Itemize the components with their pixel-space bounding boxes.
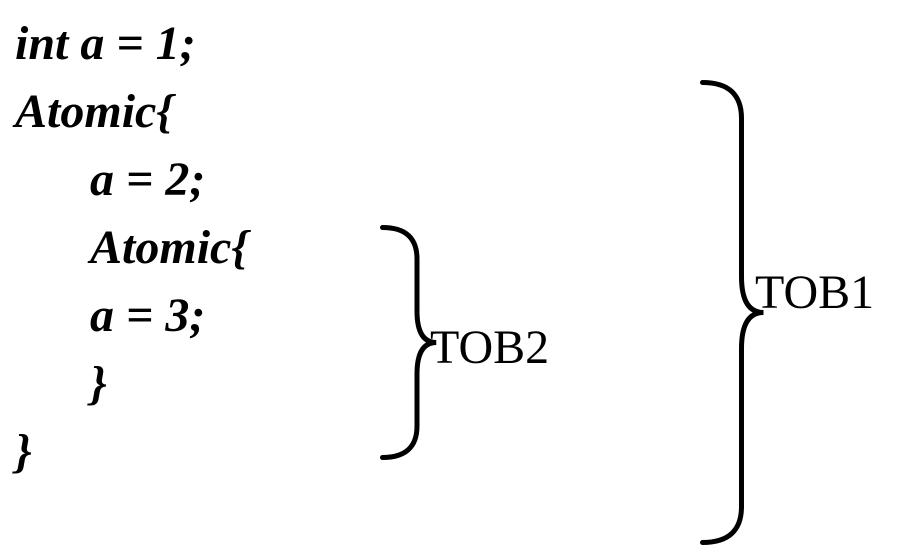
label-tob1: TOB1 xyxy=(755,265,874,320)
code-block: int a = 1; Atomic{ a = 2; Atomic{ a = 3;… xyxy=(15,10,248,486)
code-line-6: } xyxy=(15,350,248,418)
code-line-1: int a = 1; xyxy=(15,10,248,78)
code-line-2: Atomic{ xyxy=(15,78,248,146)
code-line-5: a = 3; xyxy=(15,282,248,350)
code-line-3: a = 2; xyxy=(15,146,248,214)
code-line-4: Atomic{ xyxy=(15,214,248,282)
label-tob2: TOB2 xyxy=(430,320,549,375)
code-line-7: } xyxy=(15,418,248,486)
